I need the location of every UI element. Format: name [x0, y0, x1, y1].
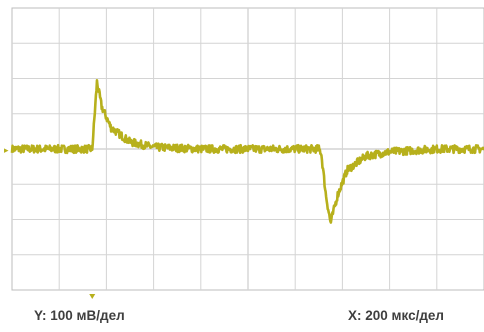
x-scale-label: X: 200 мкс/дел [348, 308, 445, 323]
signal-trace [10, 78, 484, 224]
trace-layer [10, 78, 484, 224]
y-scale-label: Y: 100 мВ/дел [34, 308, 125, 323]
ground-marker-icon: ▸ [4, 145, 9, 155]
oscilloscope-screen: ▸ [4, 7, 484, 299]
trigger-marker-icon [89, 294, 96, 299]
